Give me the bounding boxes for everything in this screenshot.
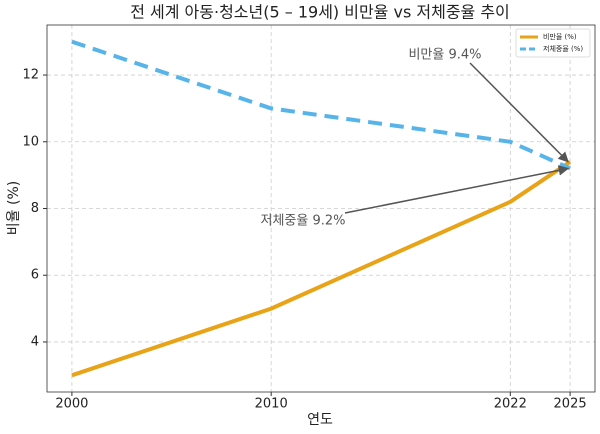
x-tick-label: 2000 (55, 397, 88, 412)
annotation-arrow (344, 165, 570, 214)
annotation: 비만율 9.4% (408, 48, 481, 63)
y-tick-label: 6 (31, 268, 39, 283)
y-axis-label: 비율 (%) (6, 181, 22, 235)
x-tick-label: 2022 (494, 397, 527, 412)
chart-title: 전 세계 아동·청소년(5 – 19세) 비만율 vs 저체중율 추이 (130, 3, 510, 22)
legend-label: 비만율 (%) (543, 32, 577, 41)
y-tick-label: 8 (31, 201, 39, 216)
series-line (71, 160, 572, 378)
y-tick-label: 12 (22, 68, 39, 83)
series-line (71, 39, 571, 171)
x-tick-label: 2025 (554, 397, 587, 412)
plot-frame (46, 24, 596, 393)
legend-label: 저체중율 (%) (543, 44, 583, 53)
annotation-arrow (469, 62, 569, 163)
y-tick-label: 4 (31, 334, 39, 349)
annotation: 저체중율 9.2% (261, 214, 346, 229)
x-axis-label: 연도 (307, 412, 333, 428)
x-tick-label: 2010 (255, 397, 288, 412)
y-tick-label: 10 (22, 134, 39, 149)
